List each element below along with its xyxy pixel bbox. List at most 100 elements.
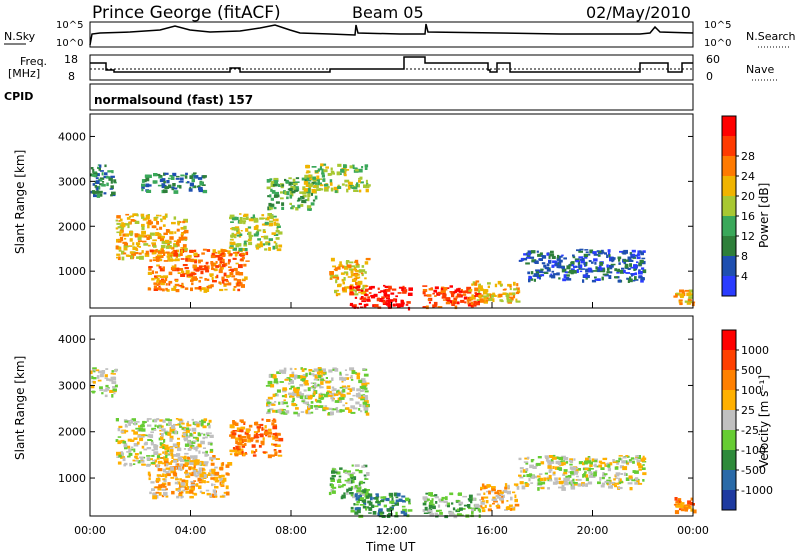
- vel-cell: [303, 389, 307, 392]
- power-cell: [158, 280, 162, 284]
- vel-cell: [165, 495, 169, 498]
- vel-cell: [165, 471, 170, 474]
- power-cell: [134, 220, 140, 224]
- vel-cell: [389, 500, 394, 504]
- vel-cell: [182, 463, 186, 467]
- power-cell: [337, 186, 342, 189]
- vel-cell: [619, 465, 624, 469]
- vel-cell: [452, 507, 456, 511]
- power-cell: [244, 276, 248, 280]
- vel-cell: [182, 456, 187, 460]
- vel-cell: [272, 443, 278, 446]
- vel-cell: [289, 395, 295, 398]
- power-cell: [221, 249, 225, 253]
- power-cell: [160, 218, 163, 221]
- vel-cell: [636, 459, 641, 463]
- vel-cell: [425, 492, 429, 495]
- power-cell: [164, 239, 170, 243]
- vel-cell: [292, 392, 297, 396]
- power-cell: [160, 235, 165, 239]
- power-cell: [182, 236, 188, 241]
- vel-cell: [614, 477, 619, 479]
- vel-cell: [533, 475, 537, 479]
- power-cell: [317, 181, 320, 185]
- vel-cell: [619, 478, 622, 482]
- vel-cell: [284, 393, 288, 398]
- vel-cell: [355, 497, 360, 501]
- power-echo-region: [329, 257, 371, 297]
- power-cell: [235, 262, 239, 265]
- power-cell: [157, 287, 162, 291]
- power-cell: [385, 297, 390, 300]
- vel-cell: [576, 475, 579, 478]
- vel-cell: [151, 454, 155, 457]
- power-cell: [96, 186, 99, 191]
- vel-cell: [159, 446, 162, 449]
- time-tick-label: 16:00: [476, 524, 508, 537]
- power-cell: [513, 281, 516, 286]
- vel-cell: [401, 505, 406, 508]
- vel-cell: [127, 455, 131, 458]
- power-cell: [116, 231, 120, 234]
- vel-cell: [354, 511, 359, 515]
- vel-cell: [359, 404, 362, 407]
- power-cell: [273, 233, 279, 236]
- power-cell: [173, 240, 179, 243]
- power-cell: [320, 163, 324, 167]
- vel-cell: [313, 378, 318, 381]
- vel-cell: [338, 486, 342, 489]
- time-tick-label: 08:00: [275, 524, 307, 537]
- power-cell: [583, 253, 589, 258]
- power-cell: [449, 285, 453, 288]
- vel-cell: [203, 461, 209, 464]
- power-cell: [557, 261, 562, 265]
- vel-cell: [156, 455, 161, 458]
- vel-cell: [526, 474, 531, 478]
- freq-label-bottom: [MHz]: [8, 67, 40, 80]
- vel-cell: [396, 492, 401, 497]
- vel-cell: [261, 443, 265, 446]
- power-cell: [564, 271, 568, 274]
- power-cell: [270, 197, 274, 201]
- power-cell: [198, 280, 201, 283]
- vel-cell: [317, 383, 320, 387]
- vel-cell: [365, 489, 370, 491]
- power-cell: [343, 170, 347, 174]
- vel-cell: [194, 424, 198, 426]
- vel-cell: [295, 387, 300, 391]
- power-cell: [181, 282, 184, 285]
- vel-cell: [391, 506, 394, 509]
- power-cell: [563, 274, 567, 279]
- vel-cell: [225, 485, 229, 490]
- power-cell: [357, 273, 360, 276]
- vel-cell: [195, 474, 199, 477]
- vel-cell: [604, 480, 610, 483]
- vel-cell: [203, 433, 206, 436]
- vel-cell: [360, 410, 363, 413]
- power-cell: [194, 185, 197, 188]
- vel-cell: [280, 411, 285, 415]
- power-cell: [336, 276, 340, 280]
- vel-cell: [162, 478, 166, 481]
- vel-cell: [159, 419, 164, 422]
- power-cell: [271, 203, 274, 207]
- power-cell: [454, 305, 458, 310]
- power-cell: [445, 301, 451, 305]
- power-cell: [219, 257, 224, 260]
- vel-cell: [588, 474, 592, 478]
- power-cell: [289, 187, 293, 192]
- vel-cell: [194, 455, 198, 458]
- power-cell: [561, 268, 567, 273]
- power-cell: [538, 270, 543, 274]
- power-cell: [633, 268, 636, 271]
- vel-cell: [314, 374, 320, 379]
- vel-cell: [584, 471, 587, 474]
- power-cell: [151, 242, 156, 245]
- vel-cell: [150, 431, 154, 434]
- vel-cell: [174, 430, 178, 434]
- vel-cell: [261, 426, 264, 431]
- vel-cell: [219, 495, 225, 498]
- power-cell: [305, 171, 309, 174]
- power-cell: [263, 235, 269, 240]
